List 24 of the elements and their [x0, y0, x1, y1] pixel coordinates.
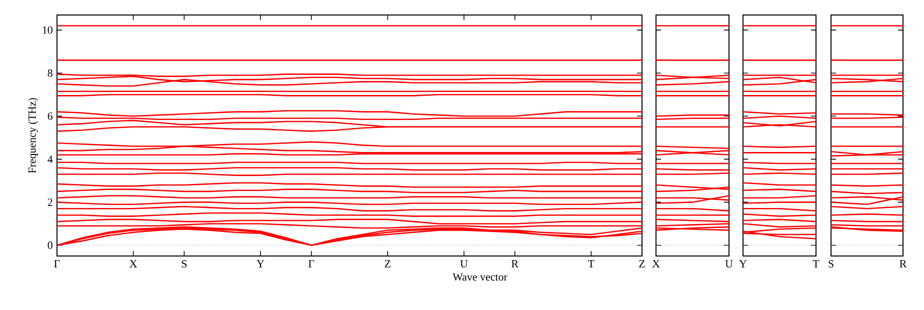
x-tick-label: Γ [54, 260, 60, 268]
x-tick-label: U [460, 260, 468, 268]
x-tick-label: T [812, 260, 820, 268]
x-tick-label: Y [739, 260, 747, 268]
x-tick-label: R [511, 260, 518, 268]
y-tick-label: 10 [42, 26, 52, 34]
x-tick-label: U [725, 260, 733, 268]
x-tick-label: S [828, 260, 834, 268]
y-tick-label: 8 [48, 69, 52, 77]
x-tick-label: T [588, 260, 594, 268]
x-tick-label: Z [384, 260, 390, 268]
y-tick-label: 2 [48, 198, 52, 206]
x-axis-title: Wave vector [452, 273, 508, 281]
y-tick-label: 6 [48, 112, 53, 120]
y-axis-title: Frequency (THz) [28, 98, 38, 174]
x-tick-label: R [900, 260, 907, 268]
x-tick-label: Γ [308, 260, 314, 268]
x-tick-label: X [130, 260, 138, 268]
y-tick-label: 4 [48, 156, 53, 163]
y-tick-label: 0 [48, 242, 52, 249]
x-tick-label: Y [256, 260, 264, 268]
x-tick-label: S [182, 260, 187, 268]
x-tick-label: X [652, 260, 660, 268]
x-tick-label: Z [639, 260, 645, 268]
